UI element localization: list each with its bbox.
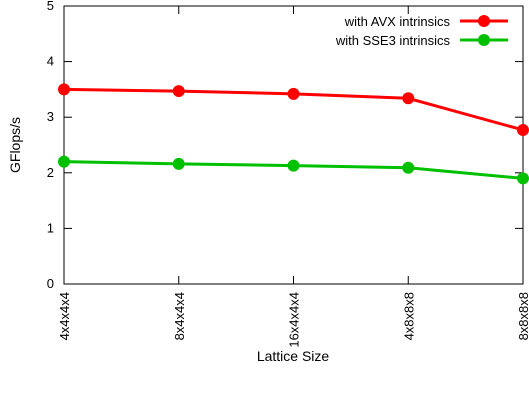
data-point bbox=[287, 87, 300, 100]
legend: with AVX intrinsics with SSE3 intrinsics bbox=[335, 14, 508, 48]
data-point bbox=[172, 157, 185, 170]
data-point bbox=[172, 85, 185, 98]
y-tick-label: 0 bbox=[47, 276, 54, 291]
series-2 bbox=[58, 155, 529, 185]
x-tick-label: 8x4x4x4 bbox=[172, 292, 187, 340]
y-tick-label: 1 bbox=[47, 220, 54, 235]
plot-frame bbox=[63, 5, 524, 285]
x-tick-label: 4x8x8x8 bbox=[401, 292, 416, 340]
legend-swatch-marker bbox=[478, 15, 490, 27]
legend-label: with AVX intrinsics bbox=[344, 14, 451, 29]
y-tick-label: 3 bbox=[47, 109, 54, 124]
x-axis: 4x4x4x4 8x4x4x4 16x4x4x4 4x8x8x8 8x8x8x8 bbox=[57, 6, 529, 348]
x-tick-label: 4x4x4x4 bbox=[57, 292, 72, 340]
y-tick-label: 2 bbox=[47, 165, 54, 180]
y-tick-label: 4 bbox=[47, 54, 54, 69]
x-tick-label: 8x8x8x8 bbox=[516, 292, 529, 340]
series-1 bbox=[58, 83, 529, 136]
x-axis-title: Lattice Size bbox=[257, 348, 330, 364]
legend-label: with SSE3 intrinsics bbox=[335, 33, 451, 48]
y-tick-label: 5 bbox=[47, 0, 54, 13]
data-point bbox=[58, 155, 70, 168]
data-point bbox=[402, 92, 415, 105]
y-axis: 0 1 2 3 4 5 bbox=[47, 0, 523, 291]
data-point bbox=[58, 83, 70, 96]
data-point bbox=[517, 123, 529, 136]
x-tick-label: 16x4x4x4 bbox=[287, 292, 302, 348]
y-axis-title: GFlops/s bbox=[7, 117, 23, 173]
data-point bbox=[287, 159, 300, 172]
legend-swatch-marker bbox=[478, 34, 490, 46]
data-point bbox=[517, 172, 529, 185]
data-point bbox=[402, 161, 415, 174]
series-layer bbox=[58, 83, 529, 185]
